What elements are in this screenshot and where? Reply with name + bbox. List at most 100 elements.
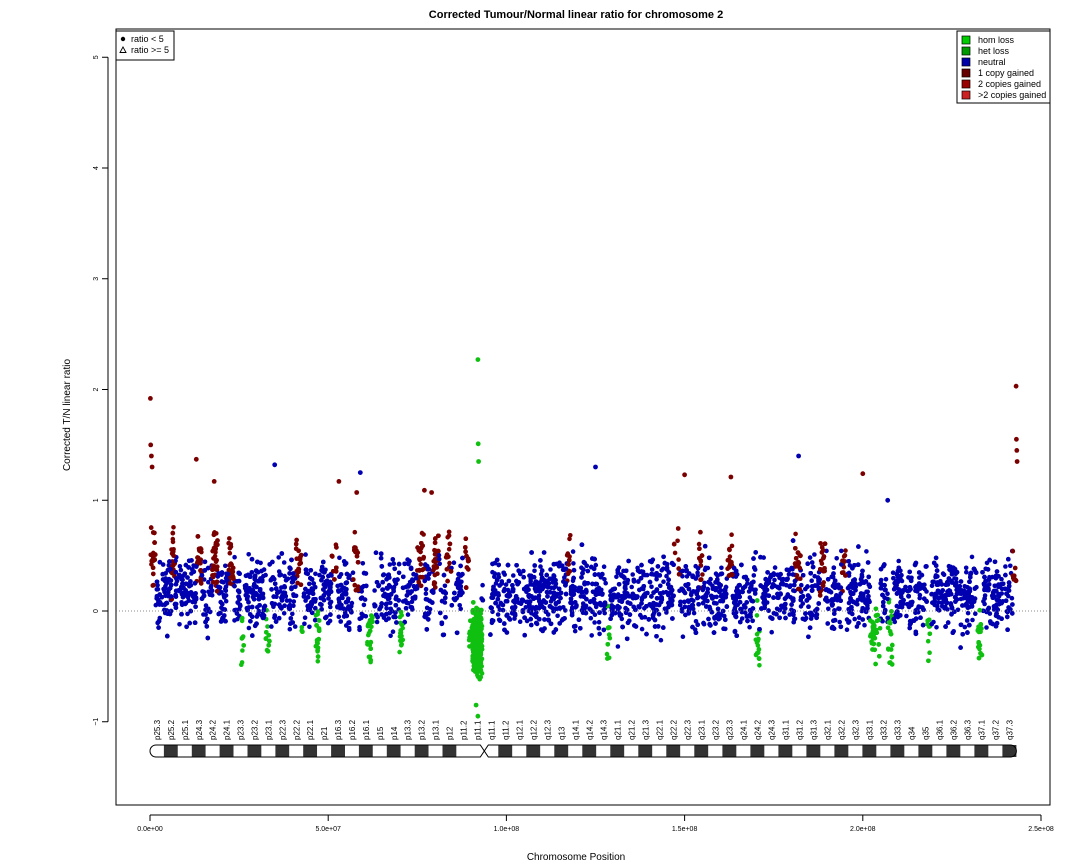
- data-point: [968, 570, 974, 576]
- data-point: [443, 615, 448, 620]
- data-point: [547, 590, 553, 595]
- data-point: [626, 558, 631, 564]
- data-point: [378, 555, 384, 561]
- data-point: [590, 581, 595, 587]
- data-point: [367, 654, 373, 660]
- data-point: [630, 572, 635, 577]
- data-point: [601, 564, 607, 569]
- data-point: [696, 602, 701, 607]
- data-point: [378, 551, 384, 556]
- data-point: [753, 587, 758, 593]
- data-point: [967, 622, 972, 628]
- data-point: [1006, 556, 1011, 562]
- data-point: [277, 572, 283, 578]
- data-point: [489, 605, 494, 611]
- data-point: [505, 562, 511, 568]
- data-point: [603, 580, 608, 586]
- data-point: [313, 612, 319, 618]
- data-point: [374, 612, 379, 618]
- data-point: [976, 644, 981, 650]
- data-point: [557, 605, 563, 611]
- data-point: [934, 625, 939, 630]
- data-point: [235, 616, 240, 622]
- data-point: [236, 570, 241, 576]
- data-point: [750, 618, 755, 624]
- data-point: [732, 629, 738, 635]
- data-point: [958, 645, 963, 650]
- data-point: [907, 569, 912, 575]
- data-point: [294, 537, 299, 543]
- data-point: [705, 598, 710, 604]
- data-point: [226, 567, 232, 573]
- data-point: [544, 572, 549, 578]
- data-point: [281, 590, 287, 595]
- data-point: [816, 585, 822, 591]
- data-point: [891, 586, 897, 592]
- data-point: [863, 597, 868, 602]
- data-point: [522, 615, 527, 620]
- data-point: [576, 617, 582, 622]
- data-point: [926, 658, 931, 664]
- data-point: [594, 601, 599, 607]
- data-point: [727, 554, 733, 559]
- data-point: [490, 618, 496, 624]
- data-point: [257, 588, 263, 593]
- data-point: [179, 600, 184, 605]
- data-point: [302, 621, 307, 627]
- data-point: [969, 554, 975, 560]
- data-point: [971, 566, 977, 572]
- data-point: [1010, 602, 1015, 607]
- data-point: [627, 612, 633, 617]
- data-point: [185, 611, 190, 617]
- data-point: [649, 567, 655, 572]
- data-point: [617, 605, 622, 610]
- data-point: [907, 625, 912, 631]
- data-point: [589, 633, 594, 638]
- data-point: [201, 593, 207, 599]
- data-point: [380, 572, 386, 578]
- data-point: [1006, 605, 1011, 610]
- data-point: [576, 588, 581, 594]
- data-point: [558, 595, 563, 601]
- data-point: [441, 632, 447, 638]
- data-point: [688, 592, 694, 597]
- data-point: [711, 630, 717, 635]
- data-point: [971, 599, 977, 604]
- data-point: [529, 594, 534, 599]
- data-point: [649, 571, 654, 577]
- data-point: [658, 637, 664, 643]
- data-point: [754, 638, 760, 644]
- data-point: [585, 568, 591, 574]
- data-point: [156, 625, 161, 630]
- data-point: [824, 548, 829, 554]
- data-point: [360, 561, 366, 566]
- data-point: [153, 602, 159, 608]
- data-point: [857, 581, 863, 587]
- data-point: [614, 574, 619, 580]
- data-point: [421, 554, 427, 560]
- data-point: [265, 624, 270, 629]
- data-point: [446, 529, 452, 535]
- data-point: [380, 587, 385, 592]
- data-point: [822, 541, 828, 546]
- data-point: [993, 575, 999, 581]
- data-point: [608, 597, 614, 602]
- data-point: [739, 616, 745, 621]
- data-point: [757, 627, 762, 632]
- data-point: [405, 612, 411, 617]
- data-point: [203, 612, 208, 617]
- data-point: [336, 614, 342, 620]
- data-point: [195, 555, 200, 560]
- data-point: [303, 570, 309, 576]
- data-point: [225, 571, 231, 577]
- data-point: [438, 610, 443, 616]
- data-point: [455, 576, 461, 582]
- data-point: [192, 581, 198, 586]
- data-point: [798, 594, 804, 600]
- data-point: [385, 596, 391, 602]
- data-point: [934, 568, 940, 573]
- data-point: [830, 602, 835, 607]
- data-point: [202, 568, 208, 573]
- data-point: [542, 626, 547, 631]
- data-point: [186, 565, 191, 570]
